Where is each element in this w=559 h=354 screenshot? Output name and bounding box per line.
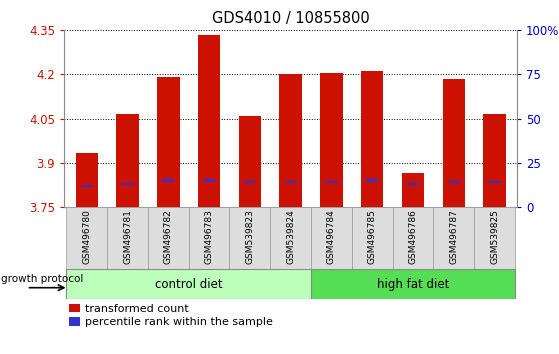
Legend: transformed count, percentile rank within the sample: transformed count, percentile rank withi… bbox=[64, 299, 278, 332]
Bar bbox=[311, 207, 352, 269]
Bar bbox=[67, 207, 107, 269]
Text: GSM496782: GSM496782 bbox=[164, 210, 173, 264]
Bar bbox=[203, 179, 215, 182]
Bar bbox=[80, 185, 93, 187]
Bar bbox=[361, 72, 383, 207]
Title: GDS4010 / 10855800: GDS4010 / 10855800 bbox=[212, 11, 369, 26]
Bar bbox=[148, 207, 189, 269]
Bar bbox=[392, 207, 433, 269]
Text: GSM496781: GSM496781 bbox=[123, 209, 132, 264]
Bar bbox=[443, 79, 465, 207]
Text: growth protocol: growth protocol bbox=[1, 274, 84, 284]
Bar bbox=[484, 114, 506, 207]
Text: GSM539823: GSM539823 bbox=[245, 209, 254, 264]
Text: GSM496787: GSM496787 bbox=[449, 209, 458, 264]
Text: GSM539825: GSM539825 bbox=[490, 209, 499, 264]
Bar bbox=[325, 181, 338, 183]
Text: GSM496785: GSM496785 bbox=[368, 209, 377, 264]
Bar bbox=[244, 181, 256, 183]
Bar bbox=[352, 207, 392, 269]
Text: high fat diet: high fat diet bbox=[377, 278, 449, 291]
Bar bbox=[489, 181, 501, 183]
Text: GSM496783: GSM496783 bbox=[205, 209, 214, 264]
Text: GSM496780: GSM496780 bbox=[82, 209, 91, 264]
Bar bbox=[285, 181, 297, 183]
Bar bbox=[407, 183, 419, 185]
Bar bbox=[75, 153, 98, 207]
Bar bbox=[107, 207, 148, 269]
Bar bbox=[230, 207, 271, 269]
Bar bbox=[189, 207, 230, 269]
Bar bbox=[67, 269, 311, 299]
Bar bbox=[448, 181, 460, 183]
Bar bbox=[198, 34, 220, 207]
Bar bbox=[162, 179, 174, 182]
Bar bbox=[474, 207, 515, 269]
Bar bbox=[402, 173, 424, 207]
Bar bbox=[311, 269, 515, 299]
Bar bbox=[116, 114, 139, 207]
Bar bbox=[280, 74, 302, 207]
Text: control diet: control diet bbox=[155, 278, 222, 291]
Bar bbox=[271, 207, 311, 269]
Bar bbox=[433, 207, 474, 269]
Text: GSM496786: GSM496786 bbox=[409, 209, 418, 264]
Text: GSM496784: GSM496784 bbox=[327, 210, 336, 264]
Bar bbox=[121, 183, 134, 185]
Text: GSM539824: GSM539824 bbox=[286, 210, 295, 264]
Bar bbox=[366, 179, 378, 182]
Bar bbox=[320, 73, 343, 207]
Bar bbox=[239, 116, 261, 207]
Bar bbox=[157, 77, 179, 207]
